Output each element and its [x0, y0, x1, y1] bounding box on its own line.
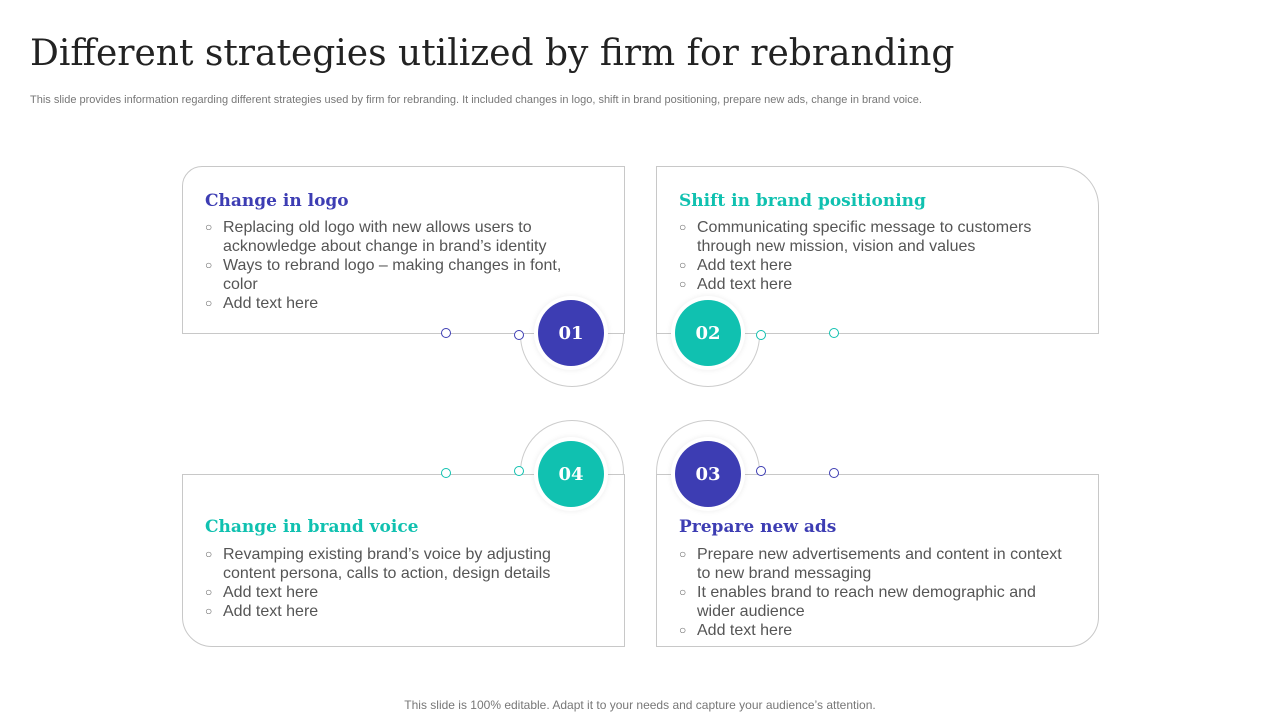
connector-dot [829, 468, 839, 478]
list-item: ○ Add text here [205, 295, 319, 312]
card-heading: Change in brand voice [205, 517, 419, 537]
slide-footer: This slide is 100% editable. Adapt it to… [404, 698, 876, 712]
list-item: ○ Add text here [679, 622, 793, 639]
step-number-04: 04 [538, 441, 604, 507]
connector-dot [756, 466, 766, 476]
connector-dot [829, 328, 839, 338]
list-item: ○ Add text here [679, 257, 793, 274]
connector-dot [441, 468, 451, 478]
list-item: ○ Communicating specific message to custo… [679, 219, 1032, 255]
step-number-03: 03 [675, 441, 741, 507]
card-prepare-new-ads: Prepare new ads ○ Prepare new advertiseme… [656, 474, 1099, 647]
list-item: ○ Add text here [205, 603, 319, 620]
list-item: ○ Add text here [205, 584, 319, 601]
connector-dot [514, 330, 524, 340]
card-points: ○ Communicating specific message to custo… [679, 218, 1074, 294]
card-heading: Shift in brand positioning [679, 191, 926, 211]
slide-subtitle: This slide provides information regardin… [30, 94, 922, 106]
card-change-in-brand-voice: Change in brand voice ○ Revamping existin… [182, 474, 625, 647]
connector-dot [514, 466, 524, 476]
list-item: ○ Ways to rebrand logo – making changes i… [205, 257, 562, 293]
card-points: ○ Prepare new advertisements and content … [679, 545, 1074, 640]
list-item: ○ It enables brand to reach new demograph… [679, 584, 1036, 620]
card-heading: Prepare new ads [679, 517, 837, 537]
list-item: ○ Prepare new advertisements and content … [679, 546, 1062, 582]
list-item: ○ Revamping existing brand’s voice by adj… [205, 546, 551, 582]
connector-dot [441, 328, 451, 338]
list-item: ○ Add text here [679, 276, 793, 293]
card-points: ○ Replacing old logo with new allows user… [205, 218, 600, 313]
card-points: ○ Revamping existing brand’s voice by adj… [205, 545, 600, 621]
step-number-01: 01 [538, 300, 604, 366]
connector-dot [756, 330, 766, 340]
slide-title: Different strategies utilized by firm fo… [30, 33, 955, 74]
card-heading: Change in logo [205, 191, 349, 211]
step-number-02: 02 [675, 300, 741, 366]
list-item: ○ Replacing old logo with new allows user… [205, 219, 547, 255]
card-shift-in-brand-positioning: Shift in brand positioning ○ Communicatin… [656, 166, 1099, 334]
